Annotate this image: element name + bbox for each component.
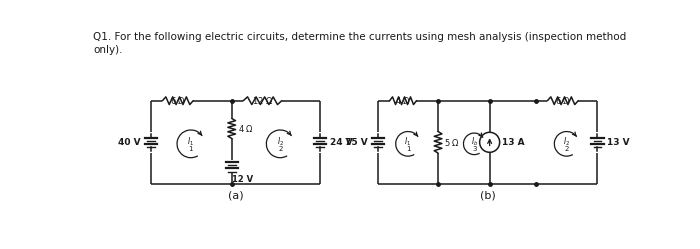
- Text: 2: 2: [564, 146, 569, 152]
- Text: $I_1$: $I_1$: [188, 135, 195, 148]
- Text: 13 V: 13 V: [608, 138, 630, 147]
- Text: 1: 1: [188, 146, 193, 152]
- Text: 4 $\Omega$: 4 $\Omega$: [238, 123, 254, 134]
- Text: Q1. For the following electric circuits, determine the currents using mesh analy: Q1. For the following electric circuits,…: [93, 32, 626, 55]
- Text: 24 V: 24 V: [330, 138, 353, 147]
- Text: $I_1$: $I_1$: [405, 135, 412, 148]
- Text: 6 $\Omega$: 6 $\Omega$: [555, 95, 570, 106]
- Text: $I_b$: $I_b$: [470, 135, 478, 148]
- Text: 1: 1: [406, 146, 410, 152]
- Text: 2: 2: [278, 146, 282, 152]
- Text: 13 A: 13 A: [502, 138, 524, 147]
- Text: (a): (a): [228, 190, 244, 200]
- Text: (b): (b): [480, 190, 496, 200]
- Text: 75 V: 75 V: [345, 138, 368, 147]
- Text: 6 $\Omega$: 6 $\Omega$: [170, 95, 186, 106]
- Text: 12 $\Omega$: 12 $\Omega$: [252, 95, 273, 106]
- Text: 5 $\Omega$: 5 $\Omega$: [444, 137, 461, 148]
- Text: 4 $\Omega$: 4 $\Omega$: [395, 95, 411, 106]
- Text: $I_2$: $I_2$: [563, 135, 570, 148]
- Text: 3: 3: [472, 146, 477, 152]
- Text: 12 V: 12 V: [232, 175, 253, 184]
- Text: $I_2$: $I_2$: [276, 135, 284, 148]
- Text: 40 V: 40 V: [118, 138, 141, 147]
